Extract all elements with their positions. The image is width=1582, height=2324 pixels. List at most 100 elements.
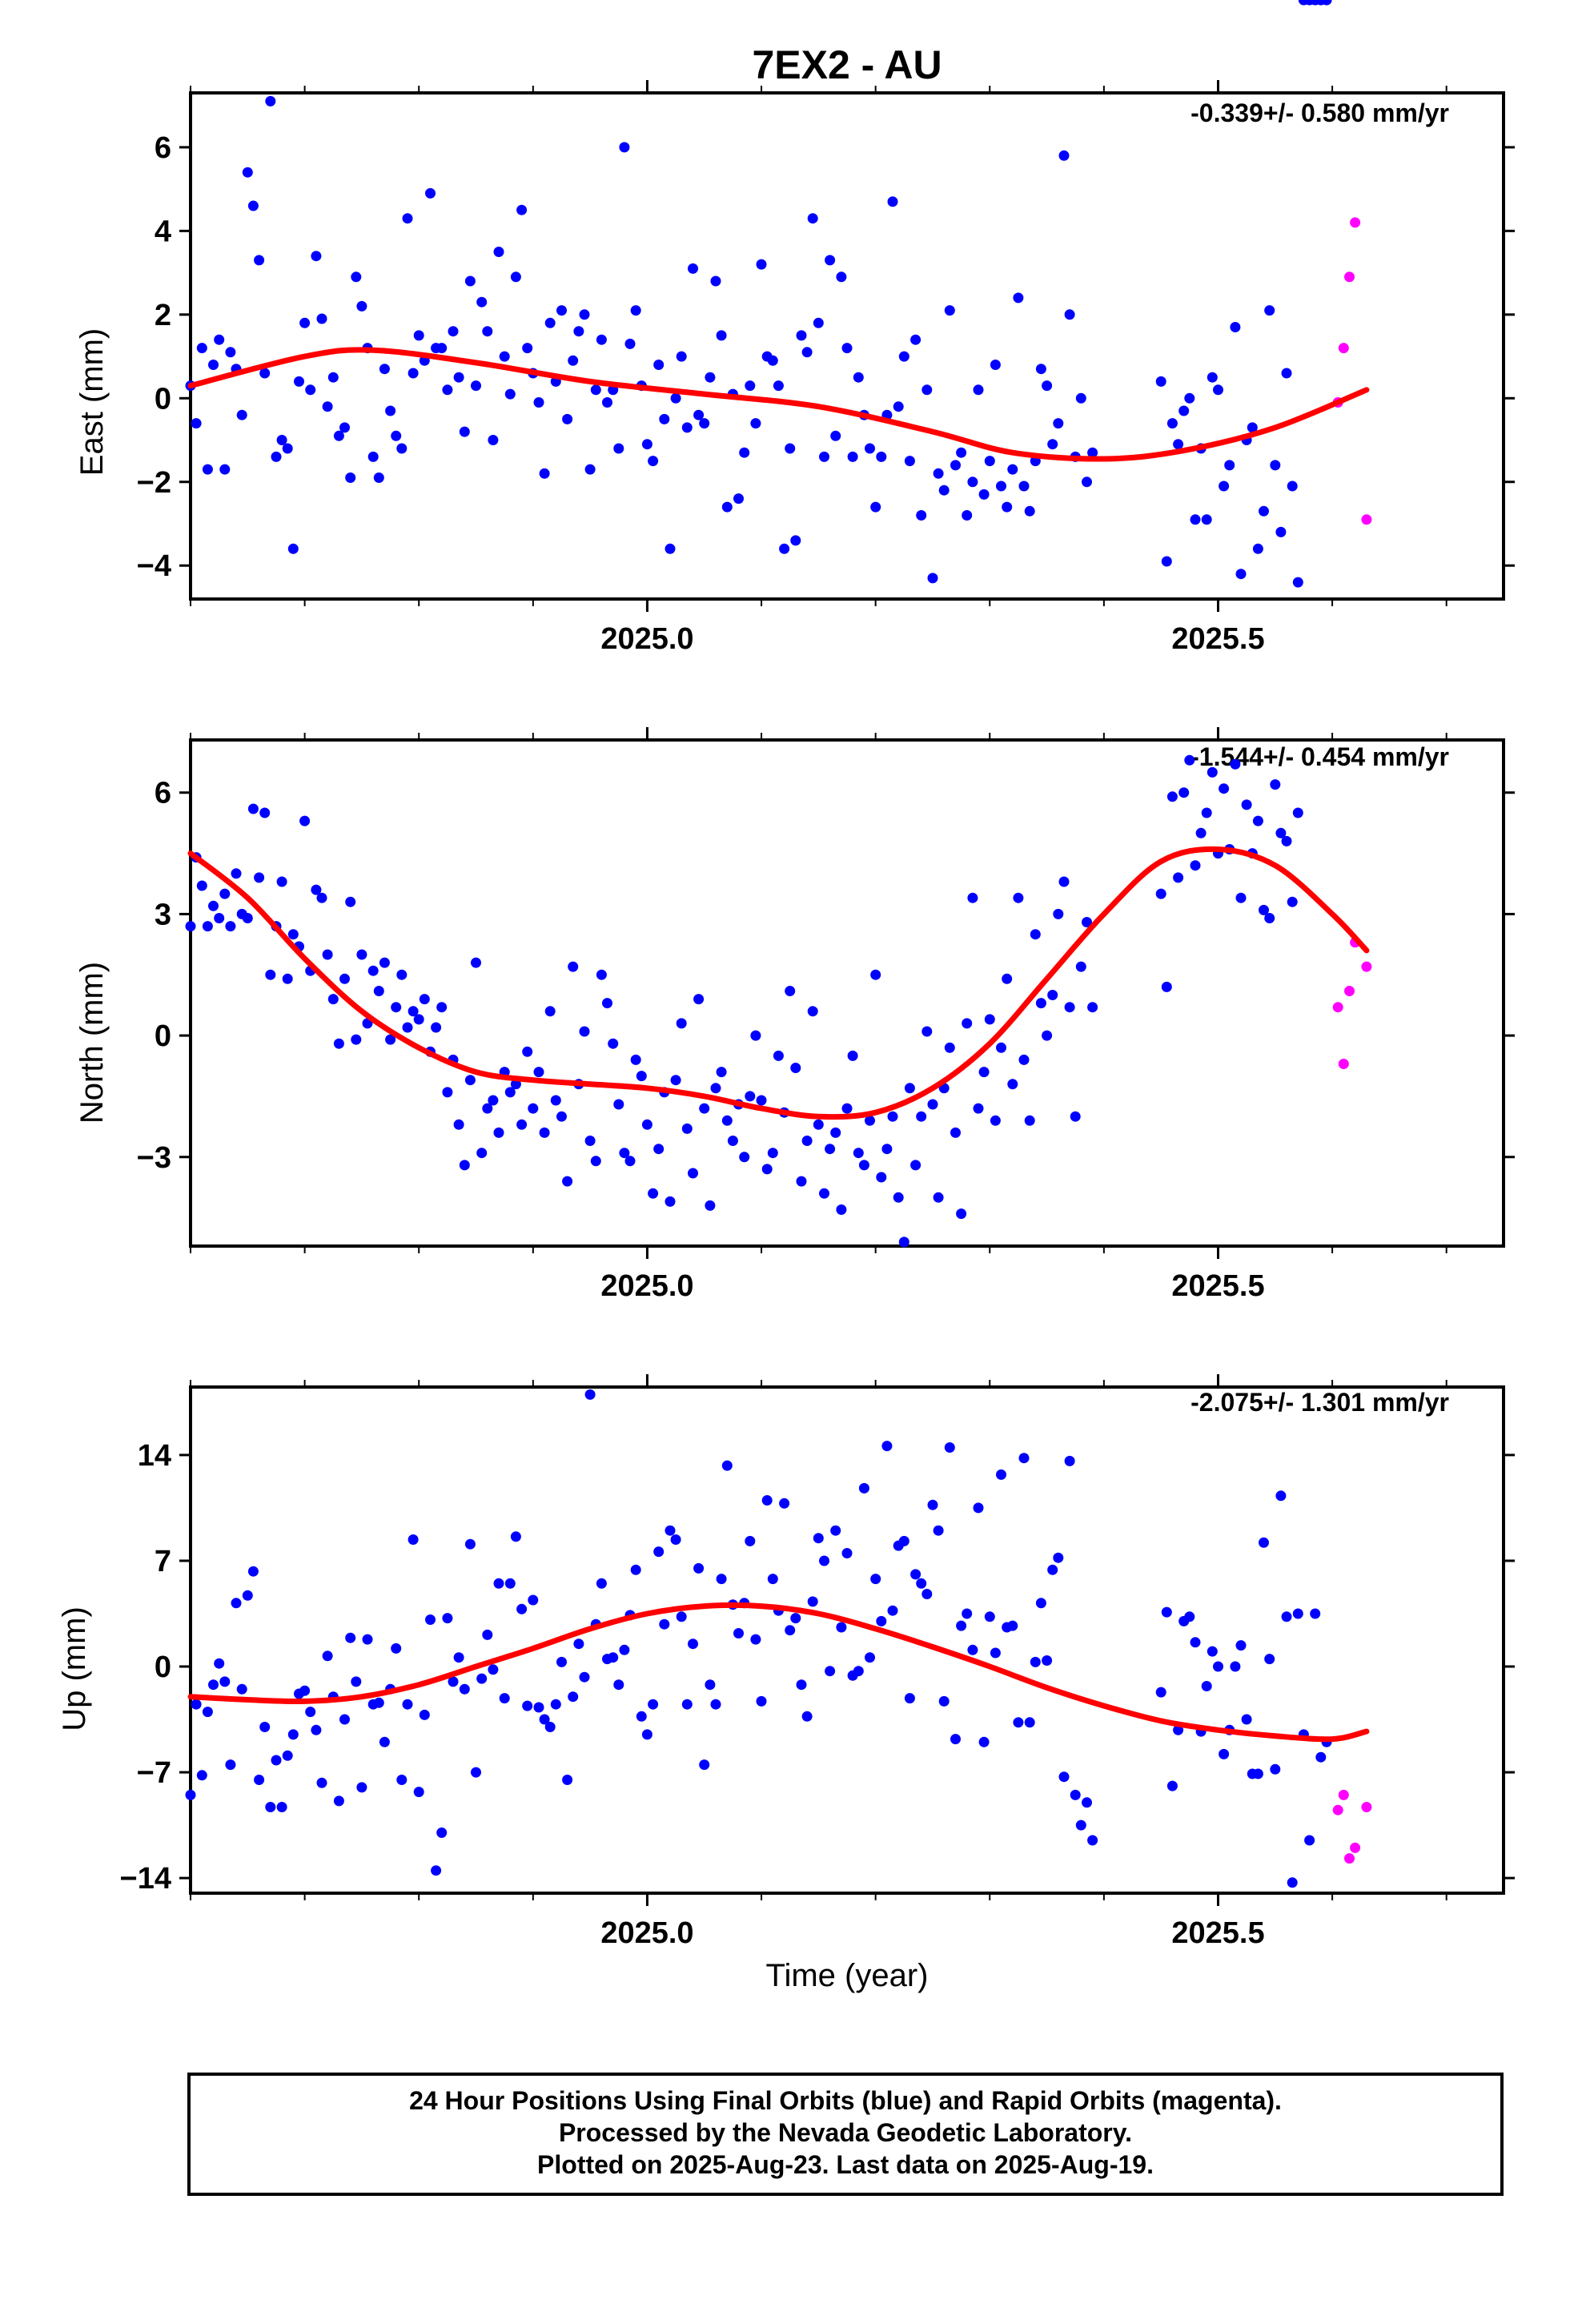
- north-final-point: [1230, 758, 1241, 770]
- east-final-point: [436, 343, 448, 354]
- up-final-point: [950, 1734, 961, 1745]
- up-final-point: [733, 1628, 744, 1638]
- east-final-point: [756, 259, 767, 270]
- up-final-point: [796, 1679, 807, 1691]
- up-final-point: [191, 1699, 202, 1710]
- north-final-point: [962, 1018, 973, 1029]
- up-final-point: [819, 1555, 829, 1566]
- up-final-point: [898, 1535, 909, 1546]
- north-final-point: [208, 900, 219, 911]
- east-final-point: [402, 213, 413, 224]
- up-final-point: [790, 1613, 801, 1624]
- east-final-point: [196, 343, 207, 354]
- north-final-point: [476, 1148, 488, 1159]
- north-final-point: [933, 1192, 944, 1203]
- north-final-point: [785, 986, 796, 996]
- east-final-point: [1075, 392, 1086, 404]
- north-final-point: [516, 1119, 528, 1130]
- up-final-point: [705, 1679, 716, 1691]
- footer-line-2: Processed by the Nevada Geodetic Laborat…: [559, 2118, 1132, 2147]
- up-final-point: [1213, 1661, 1223, 1672]
- north-final-point: [641, 1119, 652, 1130]
- east-final-point: [579, 309, 590, 320]
- up-final-point: [299, 1685, 311, 1696]
- north-final-point: [214, 913, 225, 923]
- up-final-point: [196, 1770, 207, 1781]
- east-rapid-point: [1338, 343, 1349, 354]
- up-final-point: [813, 1533, 824, 1544]
- north-final-point: [978, 1067, 990, 1078]
- up-final-point: [528, 1594, 539, 1606]
- north-final-point: [550, 1095, 561, 1106]
- east-final-point: [750, 418, 761, 429]
- up-final-point: [921, 1589, 933, 1599]
- up-final-point: [962, 1608, 973, 1619]
- up-final-point: [573, 1638, 584, 1650]
- up-final-point: [476, 1673, 488, 1684]
- east-final-point: [665, 543, 676, 554]
- east-final-point: [1184, 392, 1195, 404]
- north-final-point: [202, 921, 213, 932]
- east-final-point: [1259, 505, 1269, 517]
- up-final-point: [938, 1695, 950, 1707]
- north-final-point: [956, 1208, 967, 1220]
- east-final-point: [944, 305, 955, 316]
- north-final-point: [904, 1083, 915, 1094]
- up-final-point: [322, 1651, 333, 1662]
- east-final-point: [779, 543, 790, 554]
- up-trend-line: [187, 1602, 1370, 1743]
- up-final-point: [721, 1460, 733, 1471]
- north-final-point: [756, 1095, 767, 1106]
- north-y-axis-title: North (mm): [74, 962, 110, 1124]
- north-trend-line: [187, 846, 1370, 1120]
- up-final-point: [488, 1664, 499, 1675]
- north-final-point: [1207, 766, 1218, 778]
- north-final-point: [259, 807, 271, 818]
- up-final-point: [693, 1562, 705, 1574]
- north-final-point: [219, 888, 231, 899]
- north-final-point: [653, 1144, 665, 1155]
- up-final-point: [1013, 1717, 1024, 1728]
- east-final-point: [653, 360, 665, 370]
- up-final-point: [362, 1634, 373, 1645]
- north-final-point: [813, 1119, 824, 1130]
- east-final-point: [225, 347, 236, 358]
- east-final-point: [1235, 569, 1247, 580]
- north-final-point: [1190, 860, 1201, 871]
- up-final-point: [408, 1534, 419, 1545]
- north-y-tick-label: 6: [155, 777, 171, 810]
- east-final-point: [584, 464, 596, 475]
- east-final-point: [1247, 422, 1258, 433]
- east-final-point: [202, 464, 213, 475]
- up-final-point: [584, 1389, 596, 1400]
- east-final-point: [459, 426, 470, 437]
- east-final-point: [1042, 380, 1053, 392]
- up-final-point: [681, 1699, 693, 1710]
- up-final-point: [231, 1598, 242, 1609]
- north-x-tick-label: 2025.0: [600, 1269, 693, 1303]
- up-final-point: [1018, 1453, 1030, 1464]
- up-final-point: [904, 1693, 915, 1704]
- east-final-point: [1270, 460, 1281, 471]
- east-final-point: [351, 271, 362, 283]
- east-final-point: [1024, 505, 1035, 517]
- north-final-point: [950, 1127, 961, 1138]
- north-final-point: [1201, 807, 1212, 818]
- east-final-point: [710, 275, 721, 287]
- up-final-point: [208, 1679, 219, 1691]
- up-final-point: [641, 1729, 652, 1740]
- north-final-point: [562, 1176, 573, 1187]
- up-final-point: [779, 1498, 790, 1509]
- east-final-point: [973, 384, 984, 396]
- up-final-point: [356, 1782, 367, 1793]
- north-final-point: [1270, 779, 1281, 790]
- east-final-point: [865, 443, 875, 454]
- footer-line-3: Plotted on 2025-Aug-23. Last data on 202…: [537, 2150, 1154, 2179]
- up-final-point: [1190, 1637, 1201, 1648]
- up-y-tick-label: 7: [155, 1545, 171, 1578]
- north-final-point: [528, 1103, 539, 1114]
- north-final-point: [681, 1123, 693, 1134]
- east-final-point: [898, 351, 909, 362]
- east-final-point: [510, 271, 521, 283]
